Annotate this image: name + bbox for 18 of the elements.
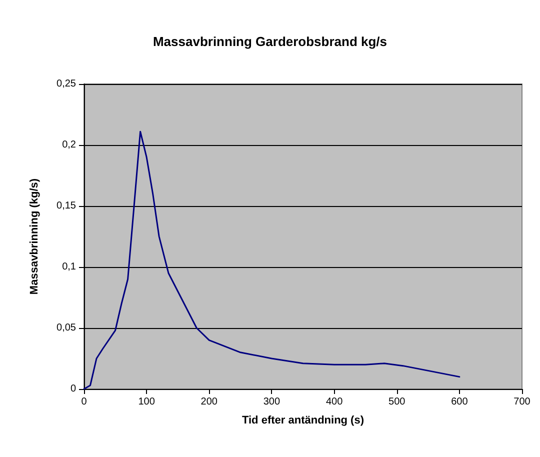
y-tick-label: 0,05 xyxy=(56,322,76,334)
x-tick-label: 400 xyxy=(326,396,344,408)
y-tick-label: 0,1 xyxy=(62,262,76,272)
y-tick-label: 0,2 xyxy=(62,140,76,150)
x-tick-label: 0 xyxy=(81,396,88,408)
line-series xyxy=(83,130,460,390)
x-tick-label: 600 xyxy=(451,396,468,408)
x-tick-label: 200 xyxy=(200,396,218,408)
x-tick-label: 700 xyxy=(514,396,531,408)
y-tick-label: 0 xyxy=(70,384,76,394)
y-axis-title: Massavbrinning (kg/s) xyxy=(28,178,40,295)
y-tick-label: 0,25 xyxy=(56,78,76,90)
chart-title: Massavbrinning Garderobsbrand kg/s xyxy=(152,34,388,49)
x-axis-title: Tid efter antändning (s) xyxy=(242,414,364,426)
y-tick-label: 0,15 xyxy=(56,200,76,212)
x-tick-label: 500 xyxy=(388,396,406,408)
x-tick-label: 100 xyxy=(138,396,156,408)
x-tick-label: 300 xyxy=(263,396,280,408)
